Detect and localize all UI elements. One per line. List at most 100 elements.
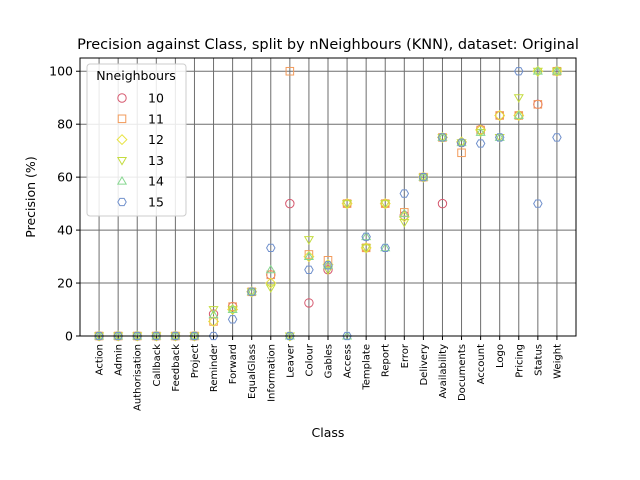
data-point-14 xyxy=(437,132,448,141)
y-tick-label: 100 xyxy=(49,64,73,79)
data-point-13 xyxy=(399,218,410,228)
legend: Nneighbours 10 11 12 13 14 15 xyxy=(86,63,187,217)
y-tick-label: 40 xyxy=(57,223,73,238)
data-point-13 xyxy=(456,139,467,148)
data-point-15 xyxy=(380,243,391,252)
data-point-14 xyxy=(303,251,314,261)
data-point-13 xyxy=(284,332,295,342)
data-point-14 xyxy=(265,264,276,274)
data-point-14 xyxy=(361,231,372,241)
data-point-14 xyxy=(475,127,486,136)
data-point-11 xyxy=(533,100,543,109)
data-point-13 xyxy=(189,332,200,342)
data-point-14 xyxy=(342,330,353,340)
y-tick-label: 0 xyxy=(65,329,73,344)
data-point-14 xyxy=(456,137,467,147)
data-point-14 xyxy=(227,304,238,313)
data-point-15 xyxy=(361,232,371,241)
data-point-15 xyxy=(533,199,543,208)
data-point-10 xyxy=(437,198,448,209)
legend-box xyxy=(86,63,187,217)
data-point-15 xyxy=(494,133,505,142)
data-point-13 xyxy=(151,332,162,342)
data-point-15 xyxy=(246,287,257,296)
data-point-13 xyxy=(437,133,448,143)
x-tick-label: Information xyxy=(266,344,277,402)
data-point-14 xyxy=(208,309,219,319)
legend-marker-12 xyxy=(116,134,128,146)
data-point-14 xyxy=(151,330,162,340)
x-tick-label: Availability xyxy=(438,344,449,399)
x-tick-label: Feedback xyxy=(171,344,182,392)
data-point-14 xyxy=(380,242,391,252)
data-point-13 xyxy=(494,133,505,143)
y-ticks: 0 20 40 60 80 100 xyxy=(49,64,80,344)
data-point-11 xyxy=(323,255,333,265)
x-tick-label: Leaver xyxy=(285,343,296,378)
y-tick-label: 60 xyxy=(57,170,73,185)
x-tick-label: Admin xyxy=(114,344,125,376)
x-tick-label: Pricing xyxy=(514,344,525,378)
data-point-13 xyxy=(551,67,562,77)
legend-label-14: 14 xyxy=(148,174,164,189)
data-point-13 xyxy=(303,236,314,245)
x-tick-label: Report xyxy=(381,344,392,377)
data-point-14 xyxy=(418,171,429,181)
x-tick-label: Logo xyxy=(495,344,506,368)
data-point-15 xyxy=(513,67,524,76)
chart-title: Precision against Class, split by nNeigh… xyxy=(77,37,579,53)
x-tick-label: Project xyxy=(190,344,201,378)
data-point-15 xyxy=(399,189,410,198)
legend-label-13: 13 xyxy=(148,153,164,168)
data-point-12 xyxy=(513,109,525,121)
x-tick-label: Gables xyxy=(324,344,335,378)
data-point-10 xyxy=(304,298,314,308)
data-point-15 xyxy=(323,261,333,270)
data-point-13 xyxy=(170,332,181,342)
data-point-13 xyxy=(265,284,276,293)
data-point-15 xyxy=(552,133,562,142)
data-point-15 xyxy=(456,138,467,147)
data-point-13 xyxy=(418,173,429,183)
data-point-15 xyxy=(227,315,238,324)
legend-label-15: 15 xyxy=(148,195,164,210)
data-point-11 xyxy=(457,148,466,158)
legend-marker-10 xyxy=(117,93,127,103)
x-tick-label: Reminder xyxy=(209,343,220,392)
data-point-15 xyxy=(475,139,486,148)
x-tick-label: Documents xyxy=(457,344,468,401)
x-tick-label: Forward xyxy=(228,344,239,384)
data-point-13 xyxy=(361,244,372,254)
x-tick-label: Access xyxy=(343,344,354,378)
x-ticks: Action Admin Authorisation Callback Feedback… xyxy=(95,336,563,411)
data-point-12 xyxy=(265,277,277,289)
data-point-10 xyxy=(285,198,295,209)
x-tick-label: Weight xyxy=(552,344,563,379)
x-axis-label: Class xyxy=(312,425,345,440)
x-tick-label: Account xyxy=(476,344,487,384)
legend-title: Nneighbours xyxy=(96,68,175,83)
legend-label-11: 11 xyxy=(148,111,164,126)
legend-label-10: 10 xyxy=(148,91,164,106)
data-point-15 xyxy=(437,133,448,142)
data-point-14 xyxy=(189,330,200,340)
data-point-14 xyxy=(513,110,524,119)
data-point-13 xyxy=(532,67,543,77)
data-point-14 xyxy=(399,208,410,218)
legend-marker-15 xyxy=(117,197,127,207)
data-point-13 xyxy=(513,94,524,103)
legend-marker-14 xyxy=(116,176,128,185)
data-point-14 xyxy=(322,260,334,269)
legend-marker-13 xyxy=(116,156,128,166)
data-point-14 xyxy=(494,132,505,141)
x-tick-label: Status xyxy=(533,344,544,376)
y-axis-label: Precision (%) xyxy=(23,156,38,237)
data-point-13 xyxy=(380,200,391,209)
data-point-13 xyxy=(342,200,353,209)
data-point-11 xyxy=(495,111,504,120)
x-tick-label: EqualGlass xyxy=(247,344,258,399)
data-point-11 xyxy=(304,250,314,259)
data-point-11 xyxy=(285,66,295,76)
data-point-15 xyxy=(304,265,314,274)
